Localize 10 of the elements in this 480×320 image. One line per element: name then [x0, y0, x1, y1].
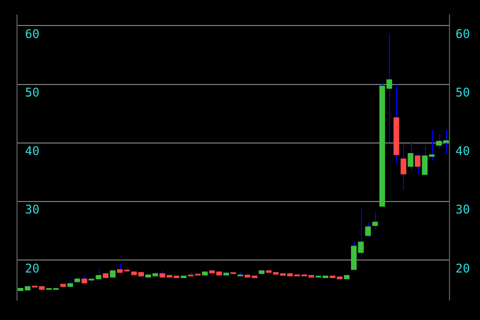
y-tick-label: 60 [25, 26, 40, 41]
y2-tick-label: 30 [456, 202, 470, 217]
y-tick-label: 20 [25, 261, 40, 276]
y-tick-label: 30 [25, 202, 40, 217]
y2-tick-label: 50 [456, 85, 470, 100]
y-tick-label: 50 [25, 85, 40, 100]
y2-tick-label: 40 [456, 144, 470, 158]
y2-tick-label: 20 [456, 261, 470, 276]
y2-tick-label: 60 [456, 26, 470, 41]
y-tick-label: 40 [25, 144, 40, 158]
